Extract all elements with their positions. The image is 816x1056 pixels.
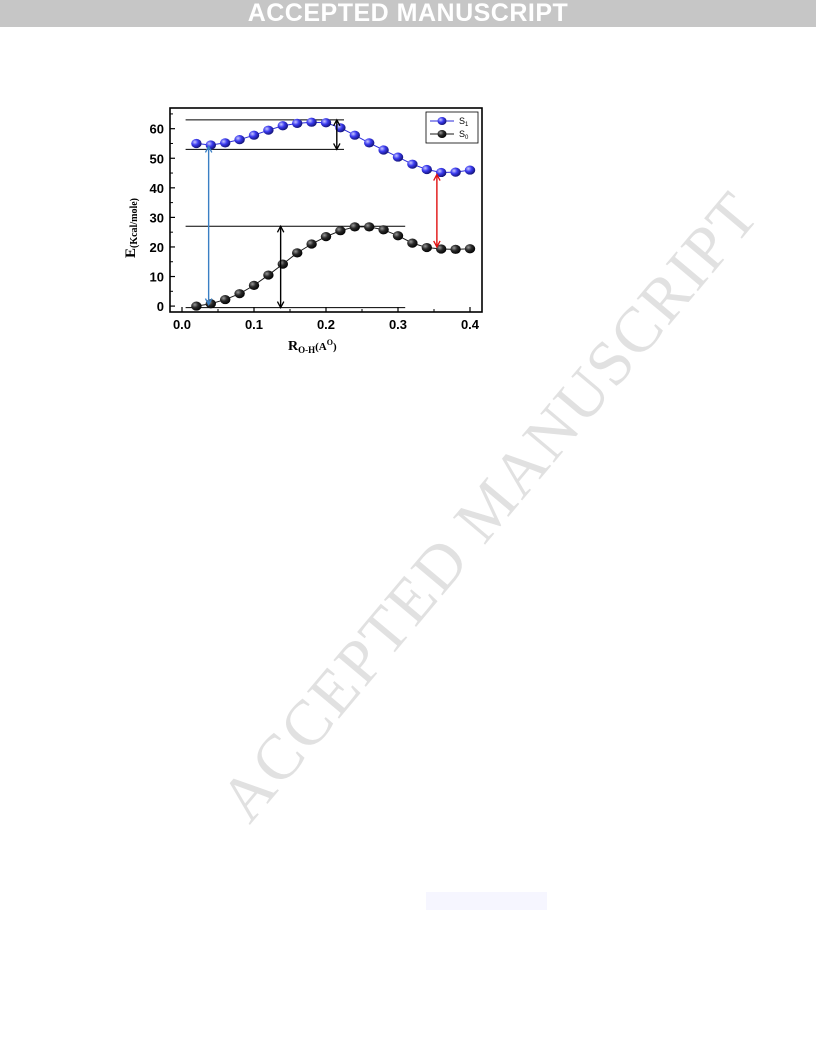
y-tick-label: 40 — [150, 181, 164, 196]
footer-highlight-box — [426, 892, 547, 910]
arrow-head — [433, 240, 441, 249]
y-tick-label: 30 — [150, 210, 164, 225]
legend-label-sub: 1 — [465, 122, 469, 128]
data-point-S0 — [407, 238, 418, 248]
data-point-S0 — [248, 280, 260, 290]
data-point-S1 — [364, 138, 375, 148]
legend-marker — [437, 130, 447, 138]
legend-box — [425, 111, 479, 144]
legend-marker — [437, 117, 447, 125]
y-tick-label: 50 — [150, 151, 164, 166]
svg-text:RO-H(AO): RO-H(AO) — [288, 338, 337, 355]
arrow-head — [204, 145, 213, 153]
x-label-unit-sup: O — [327, 338, 333, 347]
data-point-S0 — [277, 259, 288, 269]
legend-label: S0 — [459, 129, 469, 141]
y-tick-label: 20 — [150, 240, 164, 255]
data-point-S0 — [320, 232, 332, 242]
data-point-S1 — [464, 165, 476, 175]
arrow-head — [276, 301, 285, 309]
x-tick-label: 0.3 — [389, 317, 407, 332]
data-point-S1 — [378, 145, 389, 155]
data-point-S1 — [407, 159, 418, 169]
data-point-S0 — [464, 244, 476, 254]
arrow-head — [204, 298, 213, 306]
data-point-S1 — [191, 138, 202, 149]
arrow-head — [333, 118, 341, 127]
arrow-head — [433, 173, 441, 181]
legend-label: S1 — [459, 116, 469, 128]
y-tick-label: 0 — [157, 299, 164, 314]
x-label-sub: O-H — [298, 345, 315, 355]
data-point-S1 — [306, 117, 317, 127]
x-tick-label: 0.0 — [173, 317, 191, 332]
data-point-S1 — [421, 164, 432, 175]
data-point-S1 — [392, 152, 404, 162]
y-axis-label: E(Kcal/mole) — [123, 198, 140, 258]
data-point-S0 — [292, 248, 303, 258]
arrow-head — [276, 224, 285, 233]
svg-text:E(Kcal/mole): E(Kcal/mole) — [123, 198, 140, 258]
x-tick-label: 0.2 — [317, 317, 335, 332]
x-label-unit: (A — [315, 341, 327, 353]
data-point-S1 — [263, 125, 274, 135]
data-point-S0 — [392, 231, 404, 241]
data-point-S0 — [234, 289, 245, 299]
data-point-S1 — [248, 130, 260, 140]
data-point-S1 — [450, 167, 461, 177]
data-point-S0 — [364, 222, 375, 232]
y-label-sub: (Kcal/mole) — [129, 198, 140, 248]
data-point-S0 — [335, 226, 346, 236]
x-tick-label: 0.1 — [245, 317, 263, 332]
data-point-S0 — [450, 244, 461, 254]
accepted-manuscript-banner: ACCEPTED MANUSCRIPT — [0, 0, 816, 27]
data-point-S0 — [263, 270, 274, 280]
x-label-close: ) — [333, 341, 337, 353]
y-tick-label: 60 — [150, 122, 164, 137]
x-tick-label: 0.4 — [461, 317, 480, 332]
data-point-S1 — [277, 121, 288, 131]
x-label-main: R — [288, 339, 299, 354]
data-point-S0 — [421, 242, 432, 253]
arrow-head — [333, 143, 341, 151]
data-point-S1 — [234, 135, 245, 145]
data-point-S1 — [436, 167, 447, 178]
data-point-S0 — [220, 294, 231, 305]
legend-label-sub: 0 — [465, 135, 469, 141]
data-point-S0 — [378, 225, 389, 235]
data-point-S1 — [320, 118, 332, 128]
data-point-S0 — [436, 244, 447, 254]
data-point-S1 — [335, 123, 346, 133]
x-axis-label: RO-H(AO) — [288, 338, 337, 355]
data-point-S0 — [191, 301, 202, 311]
y-label-main: E — [123, 248, 139, 258]
data-point-S0 — [349, 222, 360, 232]
data-point-S1 — [349, 130, 360, 140]
data-point-S1 — [220, 138, 231, 148]
data-point-S0 — [306, 239, 317, 249]
data-point-S1 — [292, 118, 303, 128]
y-tick-label: 10 — [150, 270, 164, 285]
